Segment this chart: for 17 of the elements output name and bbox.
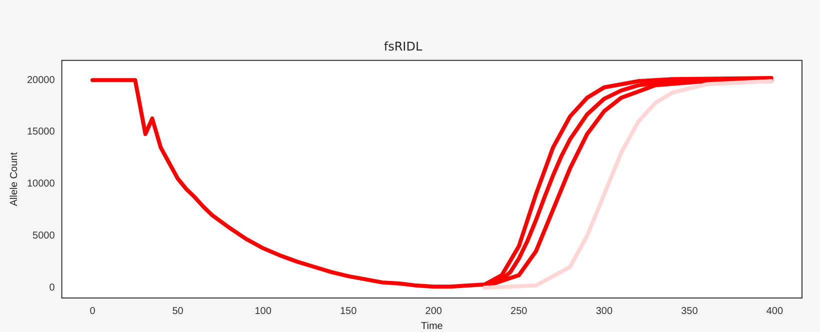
x-tick-label: 400 [766,306,784,317]
y-tick-label: 0 [49,282,56,294]
y-tick-label: 5000 [32,230,56,242]
y-axis-title: Allele Count [8,152,20,206]
x-tick-label: 0 [90,306,96,317]
x-tick-label: 200 [425,306,442,317]
chart-title: fsRIDL [384,39,422,54]
x-tick-label: 300 [596,306,613,317]
x-tick-label: 100 [254,306,272,317]
y-tick-label: 10000 [26,178,56,190]
x-axis-title: Time [420,320,444,332]
y-tick-label: 15000 [26,126,56,138]
x-tick-label: 250 [510,306,528,317]
x-tick-label: 350 [681,306,698,317]
x-tick-label: 50 [172,306,184,317]
y-tick-label: 20000 [26,74,56,86]
x-tick-label: 150 [340,306,358,317]
